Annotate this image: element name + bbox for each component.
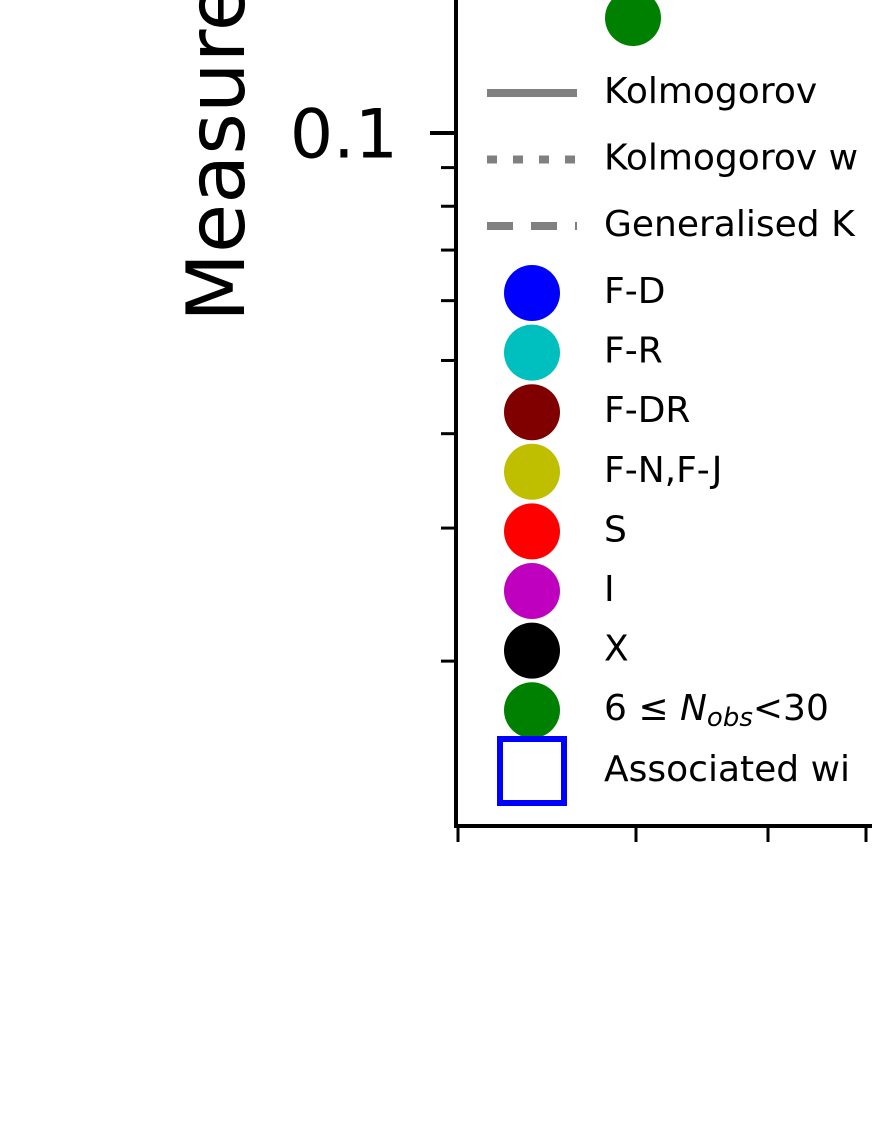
- legend-label: F-D: [604, 271, 665, 312]
- legend-label: F-R: [604, 331, 663, 372]
- legend-label: I: [604, 569, 615, 610]
- legend-marker: [504, 384, 560, 441]
- legend-marker: [504, 563, 560, 619]
- legend-marker: [504, 443, 560, 500]
- legend-label-part: 6 ≤: [604, 688, 680, 729]
- legend-label-part: obs: [707, 703, 753, 733]
- legend-label: 6 ≤ Nobs<30: [604, 688, 829, 733]
- legend-label: Associated wi: [604, 749, 850, 790]
- legend-marker: [504, 265, 560, 321]
- legend-marker: [497, 736, 567, 806]
- legend-marker: [504, 324, 560, 381]
- legend-label: Generalised K: [604, 204, 856, 245]
- legend-label: X: [604, 629, 629, 670]
- legend-marker: [605, 0, 661, 46]
- legend-label: Kolmogorov w: [604, 138, 858, 179]
- legend-label-part: <30: [753, 688, 829, 729]
- legend-label: F-DR: [604, 390, 690, 431]
- x-ticks: [456, 826, 868, 842]
- legend-marker: [504, 682, 560, 739]
- y-tick-label: 0.1: [290, 96, 398, 175]
- legend-marker: [504, 622, 560, 679]
- legend-label-part: N: [680, 688, 707, 729]
- legend-label: F-N,F-J: [604, 450, 722, 491]
- y-axis-label: Measure: [170, 0, 263, 322]
- legend-label: S: [604, 509, 627, 550]
- legend-label: Kolmogorov: [604, 71, 817, 112]
- legend-marker: [504, 503, 560, 560]
